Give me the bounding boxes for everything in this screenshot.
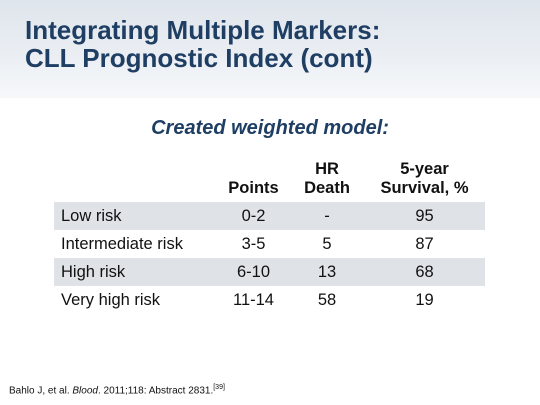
slide-subtitle: Created weighted model: — [151, 117, 389, 139]
header-survival-line-1: 5-year — [400, 160, 449, 178]
slide-title: Integrating Multiple Markers: CLL Progno… — [25, 16, 380, 72]
citation-authors: Bahlo J, et al. — [9, 385, 73, 397]
header-survival: 5-year Survival, % — [364, 160, 485, 202]
header-survival-line-2: Survival, % — [380, 179, 469, 197]
citation-details: . 2011;118: Abstract 2831. — [97, 385, 214, 397]
points-cell: 0-2 — [217, 202, 290, 230]
survival-cell: 95 — [364, 202, 485, 230]
points-cell: 6-10 — [217, 258, 290, 286]
risk-label: Very high risk — [61, 290, 161, 309]
header-blank — [54, 160, 217, 202]
hr-cell: - — [290, 202, 364, 230]
table-row: High risk 6-10 13 68 — [54, 258, 485, 286]
table-header-row: Points HR Death 5-year Survival, % — [54, 160, 485, 202]
header-points: Points — [228, 179, 279, 197]
survival-cell: 87 — [415, 234, 434, 253]
risk-label: Intermediate risk — [61, 234, 183, 253]
hr-cell: 13 — [290, 258, 364, 286]
points-cell: 3-5 — [241, 234, 266, 253]
risk-label: High risk — [54, 258, 217, 286]
survival-cell: 19 — [415, 290, 434, 309]
slide-title-line-1: Integrating Multiple Markers: — [25, 15, 381, 45]
table-row: Intermediate risk 3-5 5 87 — [54, 230, 485, 258]
header-hr-line-1: HR — [315, 160, 339, 178]
title-banner — [0, 0, 540, 98]
table-row: Very high risk 11-14 58 19 — [54, 286, 485, 314]
table-row: Low risk 0-2 - 95 — [54, 202, 485, 230]
header-hr-line-2: Death — [304, 179, 350, 197]
survival-cell: 68 — [364, 258, 485, 286]
hr-cell: 5 — [322, 234, 332, 253]
citation: Bahlo J, et al. Blood. 2011;118: Abstrac… — [9, 384, 225, 396]
slide-title-line-2: CLL Prognostic Index (cont) — [25, 43, 373, 73]
citation-journal: Blood — [72, 385, 98, 397]
header-hr-death: HR Death — [290, 160, 364, 202]
risk-table: Points HR Death 5-year Survival, % Low r… — [54, 160, 485, 314]
risk-label: Low risk — [54, 202, 217, 230]
hr-cell: 58 — [317, 290, 337, 309]
points-cell: 11-14 — [233, 290, 274, 309]
citation-ref: [39] — [213, 384, 225, 391]
